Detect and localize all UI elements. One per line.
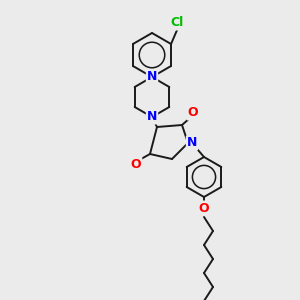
Text: O: O [199, 202, 209, 214]
Text: Cl: Cl [170, 16, 184, 29]
Text: N: N [147, 110, 157, 124]
Text: O: O [188, 106, 198, 119]
Text: N: N [187, 136, 197, 149]
Text: N: N [147, 70, 157, 83]
Text: O: O [131, 158, 141, 170]
